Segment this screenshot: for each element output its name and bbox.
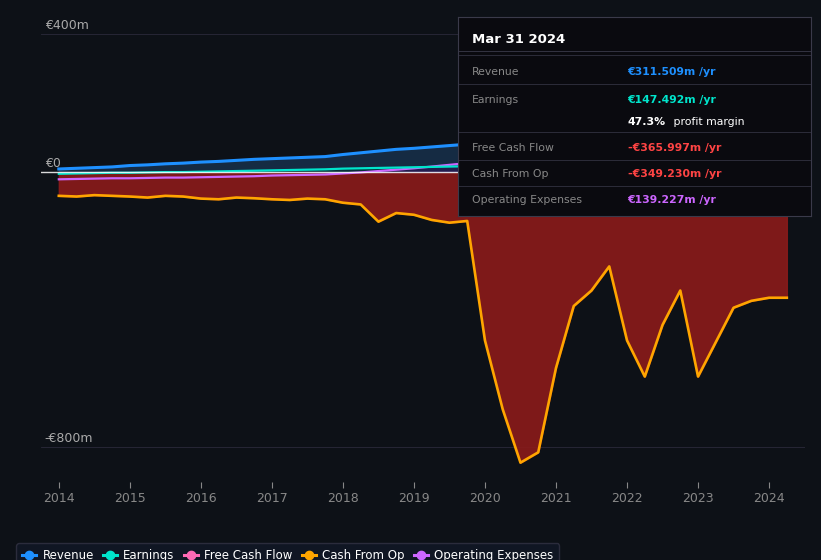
Text: Cash From Op: Cash From Op	[472, 169, 548, 179]
Text: €147.492m /yr: €147.492m /yr	[627, 95, 717, 105]
Text: €311.509m /yr: €311.509m /yr	[627, 67, 716, 77]
Text: €139.227m /yr: €139.227m /yr	[627, 195, 717, 205]
Text: -€349.230m /yr: -€349.230m /yr	[627, 169, 721, 179]
Text: €400m: €400m	[44, 19, 89, 32]
Text: Revenue: Revenue	[472, 67, 520, 77]
Text: 47.3%: 47.3%	[627, 117, 666, 127]
Text: -€800m: -€800m	[44, 432, 93, 445]
Text: Operating Expenses: Operating Expenses	[472, 195, 582, 205]
Text: profit margin: profit margin	[670, 117, 745, 127]
Legend: Revenue, Earnings, Free Cash Flow, Cash From Op, Operating Expenses: Revenue, Earnings, Free Cash Flow, Cash …	[16, 543, 559, 560]
Text: -€365.997m /yr: -€365.997m /yr	[627, 143, 721, 153]
Text: Earnings: Earnings	[472, 95, 520, 105]
Text: Free Cash Flow: Free Cash Flow	[472, 143, 554, 153]
Text: €0: €0	[44, 157, 61, 170]
Text: Mar 31 2024: Mar 31 2024	[472, 32, 566, 46]
